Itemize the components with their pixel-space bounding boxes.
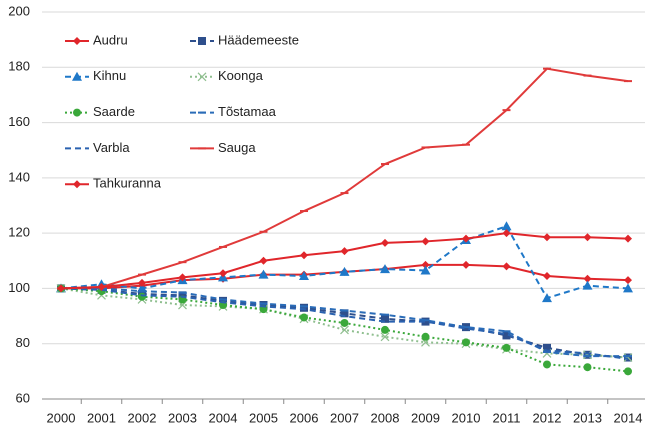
legend-label: Häädemeeste: [218, 32, 299, 47]
marker: [219, 269, 227, 278]
marker: [462, 338, 470, 347]
marker: [340, 247, 349, 256]
marker: [624, 276, 632, 285]
marker: [502, 229, 511, 238]
x-tick-label: 2003: [168, 410, 197, 425]
x-tick-label: 2010: [452, 410, 481, 425]
marker: [420, 265, 431, 275]
marker: [583, 350, 592, 360]
marker: [582, 280, 593, 290]
x-tick-label: 2000: [47, 410, 76, 425]
marker: [462, 234, 470, 243]
marker: [421, 260, 430, 269]
marker: [624, 367, 632, 376]
marker: [97, 283, 106, 292]
legend-label: Saarde: [93, 104, 135, 119]
x-tick-label: 2001: [87, 410, 116, 425]
marker: [583, 274, 592, 283]
x-tick-label: 2013: [573, 410, 602, 425]
marker: [543, 271, 551, 280]
marker: [380, 332, 390, 342]
marker: [259, 301, 268, 310]
marker: [462, 260, 470, 269]
marker: [339, 266, 350, 276]
marker: [340, 325, 349, 335]
series-line: [60, 287, 629, 359]
y-tick-label: 100: [8, 280, 30, 295]
x-tick-label: 2007: [330, 410, 359, 425]
marker: [543, 343, 551, 352]
marker: [259, 256, 268, 265]
x-tick-label: 2008: [371, 410, 400, 425]
marker: [543, 360, 551, 369]
marker: [219, 296, 227, 305]
marker: [624, 234, 632, 243]
legend-marker: [72, 71, 82, 81]
y-tick-label: 180: [8, 59, 30, 74]
marker: [300, 313, 308, 322]
y-tick-label: 140: [8, 169, 30, 184]
marker: [138, 278, 146, 287]
x-tick-label: 2004: [209, 410, 238, 425]
marker: [542, 293, 552, 303]
marker: [300, 251, 308, 260]
y-tick-label: 120: [8, 225, 30, 240]
marker: [623, 283, 633, 293]
marker: [178, 291, 187, 300]
legend-marker: [198, 37, 206, 45]
legend-marker: [197, 72, 207, 82]
legend-label: Audru: [93, 32, 128, 47]
marker: [340, 309, 349, 318]
marker: [623, 353, 633, 362]
marker: [299, 270, 309, 280]
marker: [502, 262, 511, 271]
x-tick-label: 2005: [249, 410, 278, 425]
marker: [381, 238, 389, 247]
legend-marker: [73, 108, 81, 117]
legend-marker: [73, 180, 81, 189]
marker: [380, 264, 390, 274]
x-tick-label: 2002: [128, 410, 157, 425]
marker: [138, 292, 146, 301]
legend-label: Tahkuranna: [93, 176, 162, 191]
legend-label: Tõstamaa: [218, 104, 277, 119]
x-tick-label: 2009: [411, 410, 440, 425]
legend-label: Sauga: [218, 140, 256, 155]
marker: [258, 269, 269, 279]
legend-label: Kihnu: [93, 68, 126, 83]
marker: [381, 314, 389, 323]
marker: [501, 221, 512, 231]
legend-label: Varbla: [93, 140, 130, 155]
series-line: [60, 287, 629, 360]
y-tick-label: 200: [8, 3, 30, 18]
marker: [57, 284, 65, 293]
y-tick-label: 60: [16, 390, 30, 405]
y-tick-label: 80: [16, 335, 30, 350]
x-tick-label: 2006: [290, 410, 319, 425]
x-tick-label: 2012: [533, 410, 562, 425]
marker: [340, 318, 349, 327]
legend-marker: [73, 37, 81, 45]
x-tick-label: 2014: [614, 410, 643, 425]
marker: [583, 233, 592, 242]
marker: [421, 317, 430, 326]
x-tick-label: 2011: [493, 410, 521, 425]
marker: [381, 325, 389, 334]
marker: [137, 283, 147, 293]
marker: [502, 331, 511, 340]
marker: [502, 343, 511, 352]
marker: [421, 332, 430, 341]
legend-label: Koonga: [218, 68, 264, 83]
marker: [543, 233, 551, 242]
y-tick-label: 160: [8, 114, 30, 129]
marker: [300, 303, 308, 312]
marker: [583, 363, 592, 372]
marker: [178, 273, 187, 282]
series-line: [60, 232, 629, 290]
marker: [421, 237, 430, 246]
